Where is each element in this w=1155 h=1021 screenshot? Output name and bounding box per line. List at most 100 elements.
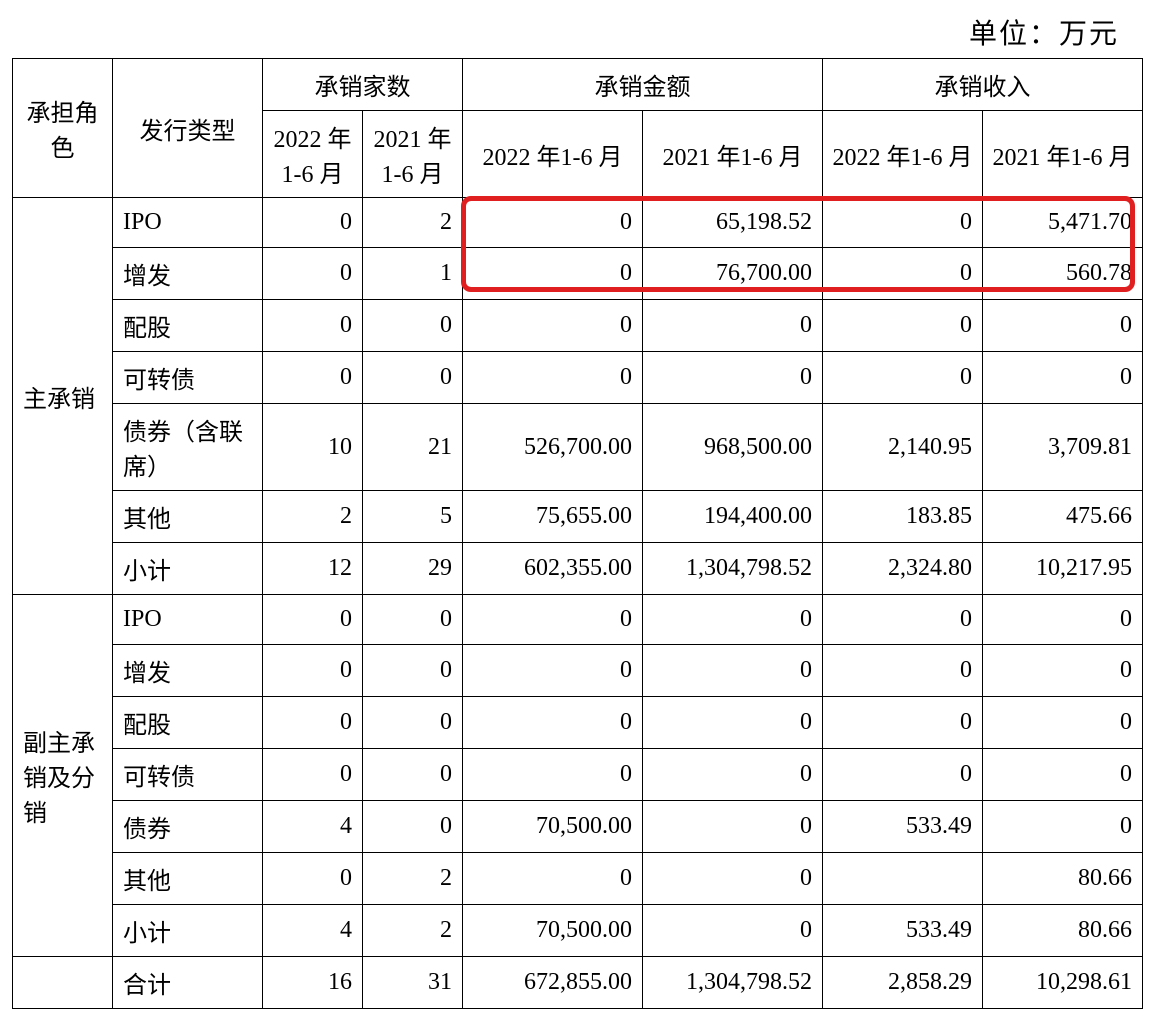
- col-role: 承担角色: [13, 59, 113, 198]
- cell-c21: 0: [363, 749, 463, 801]
- cell-c21: 31: [363, 957, 463, 1009]
- cell-r21: 5,471.70: [983, 198, 1143, 248]
- col-count-2022: 2022 年1-6 月: [263, 111, 363, 198]
- cell-r21: 80.66: [983, 853, 1143, 905]
- cell-c22: 0: [263, 853, 363, 905]
- table-row: 债券（含联席）1021526,700.00968,500.002,140.953…: [13, 404, 1143, 491]
- cell-c21: 2: [363, 853, 463, 905]
- cell-a21: 0: [643, 697, 823, 749]
- type-cell: IPO: [113, 595, 263, 645]
- role-cell-total: [13, 957, 113, 1009]
- table-row: 配股000000: [13, 300, 1143, 352]
- cell-c21: 29: [363, 543, 463, 595]
- cell-a21: 0: [643, 300, 823, 352]
- cell-a21: 0: [643, 645, 823, 697]
- cell-a21: 968,500.00: [643, 404, 823, 491]
- cell-c21: 2: [363, 905, 463, 957]
- cell-r21: 560.78: [983, 248, 1143, 300]
- cell-c22: 10: [263, 404, 363, 491]
- cell-a22: 0: [463, 595, 643, 645]
- cell-c21: 0: [363, 645, 463, 697]
- cell-r21: 0: [983, 749, 1143, 801]
- cell-r22: 2,324.80: [823, 543, 983, 595]
- cell-a22: 526,700.00: [463, 404, 643, 491]
- type-cell: 增发: [113, 645, 263, 697]
- cell-a21: 76,700.00: [643, 248, 823, 300]
- table-row: 可转债000000: [13, 749, 1143, 801]
- cell-a21: 0: [643, 749, 823, 801]
- cell-a22: 75,655.00: [463, 491, 643, 543]
- cell-c21: 0: [363, 352, 463, 404]
- table-row: 其他020080.66: [13, 853, 1143, 905]
- cell-c22: 12: [263, 543, 363, 595]
- cell-r22: [823, 853, 983, 905]
- cell-r22: 533.49: [823, 905, 983, 957]
- type-cell: 其他: [113, 491, 263, 543]
- cell-r21: 10,217.95: [983, 543, 1143, 595]
- cell-r21: 475.66: [983, 491, 1143, 543]
- cell-r21: 0: [983, 595, 1143, 645]
- cell-c21: 0: [363, 801, 463, 853]
- cell-r22: 0: [823, 352, 983, 404]
- cell-c21: 2: [363, 198, 463, 248]
- table-row: 债券4070,500.000533.490: [13, 801, 1143, 853]
- cell-r21: 0: [983, 645, 1143, 697]
- col-amount-2022: 2022 年1-6 月: [463, 111, 643, 198]
- cell-c22: 0: [263, 697, 363, 749]
- table-row: 小计4270,500.000533.4980.66: [13, 905, 1143, 957]
- type-cell: 其他: [113, 853, 263, 905]
- cell-a22: 70,500.00: [463, 801, 643, 853]
- cell-r21: 0: [983, 801, 1143, 853]
- col-revenue-2022: 2022 年1-6 月: [823, 111, 983, 198]
- cell-r21: 3,709.81: [983, 404, 1143, 491]
- cell-r22: 2,140.95: [823, 404, 983, 491]
- table-row: 副主承销及分销IPO000000: [13, 595, 1143, 645]
- col-amount-group: 承销金额: [463, 59, 823, 111]
- cell-a21: 0: [643, 595, 823, 645]
- cell-c22: 0: [263, 595, 363, 645]
- col-amount-2021: 2021 年1-6 月: [643, 111, 823, 198]
- cell-r21: 0: [983, 352, 1143, 404]
- table-row: 其他2575,655.00194,400.00183.85475.66: [13, 491, 1143, 543]
- cell-c22: 16: [263, 957, 363, 1009]
- table-row: 增发000000: [13, 645, 1143, 697]
- type-cell: IPO: [113, 198, 263, 248]
- header-row-1: 承担角色 发行类型 承销家数 承销金额 承销收入: [13, 59, 1143, 111]
- total-row: 合计1631672,855.001,304,798.522,858.2910,2…: [13, 957, 1143, 1009]
- cell-r21: 80.66: [983, 905, 1143, 957]
- cell-r21: 0: [983, 697, 1143, 749]
- type-cell: 配股: [113, 300, 263, 352]
- cell-r22: 533.49: [823, 801, 983, 853]
- cell-c21: 0: [363, 697, 463, 749]
- cell-r21: 10,298.61: [983, 957, 1143, 1009]
- cell-c22: 4: [263, 905, 363, 957]
- cell-r22: 0: [823, 595, 983, 645]
- cell-r22: 0: [823, 300, 983, 352]
- col-type: 发行类型: [113, 59, 263, 198]
- cell-a22: 70,500.00: [463, 905, 643, 957]
- unit-label: 单位：万元: [12, 12, 1119, 52]
- cell-a22: 0: [463, 853, 643, 905]
- cell-a22: 0: [463, 248, 643, 300]
- cell-r22: 183.85: [823, 491, 983, 543]
- cell-a22: 0: [463, 352, 643, 404]
- type-cell: 债券（含联席）: [113, 404, 263, 491]
- type-cell: 小计: [113, 905, 263, 957]
- cell-a21: 0: [643, 905, 823, 957]
- cell-r22: 2,858.29: [823, 957, 983, 1009]
- cell-a22: 0: [463, 697, 643, 749]
- cell-a22: 672,855.00: [463, 957, 643, 1009]
- cell-a21: 194,400.00: [643, 491, 823, 543]
- cell-c22: 2: [263, 491, 363, 543]
- type-cell: 小计: [113, 543, 263, 595]
- role-cell: 副主承销及分销: [13, 595, 113, 957]
- cell-c21: 0: [363, 595, 463, 645]
- table-row: 主承销IPO02065,198.5205,471.70: [13, 198, 1143, 248]
- cell-c22: 0: [263, 248, 363, 300]
- cell-a22: 602,355.00: [463, 543, 643, 595]
- table-container: 承担角色 发行类型 承销家数 承销金额 承销收入 2022 年1-6 月 202…: [12, 58, 1143, 1009]
- cell-r22: 0: [823, 198, 983, 248]
- cell-a21: 0: [643, 801, 823, 853]
- table-row: 配股000000: [13, 697, 1143, 749]
- col-count-group: 承销家数: [263, 59, 463, 111]
